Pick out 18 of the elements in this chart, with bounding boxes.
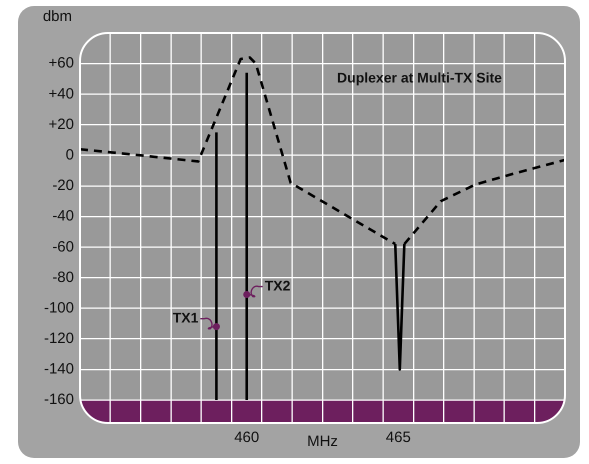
y-tick-label: +20: [48, 116, 74, 133]
y-tick-label: -80: [52, 268, 74, 286]
x-tick-label: 460: [234, 429, 260, 446]
y-tick-label: -160: [44, 391, 74, 408]
y-tick-label: -120: [44, 330, 74, 348]
y-tick-label: -40: [52, 208, 74, 225]
y-tick-label: -140: [44, 360, 74, 378]
y-tick-label: -60: [52, 238, 74, 256]
y-tick-label: -100: [44, 299, 74, 316]
y-tick-label: +40: [48, 85, 74, 102]
y-tick-label: 0: [66, 146, 74, 164]
x-tick-label: 465: [386, 429, 411, 446]
y-tick-label: -20: [52, 177, 74, 194]
y-tick-label: +60: [48, 54, 74, 72]
annotation: TX1: [172, 310, 199, 326]
y-axis-title: dbm: [42, 8, 72, 26]
annotation: TX2: [264, 277, 291, 294]
x-axis-title: MHz: [307, 433, 338, 450]
